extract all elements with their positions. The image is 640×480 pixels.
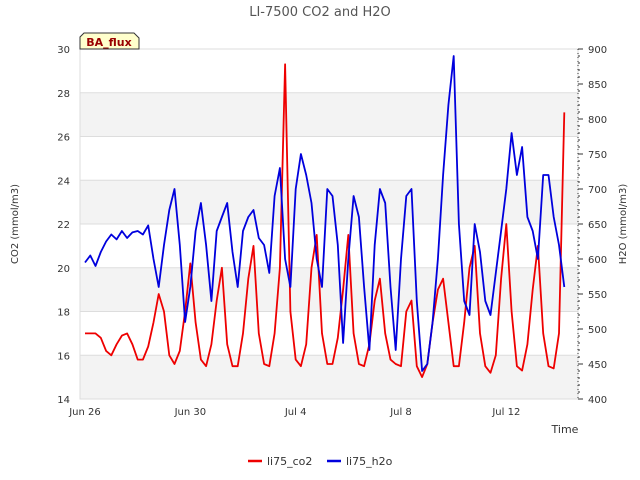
x-tick-label: Jul 4 bbox=[284, 407, 307, 418]
x-tick-label: Jun 26 bbox=[68, 407, 101, 418]
x-tick-label: Jul 8 bbox=[389, 407, 412, 418]
badge-box bbox=[79, 32, 140, 50]
y-left-tick-label: 26 bbox=[57, 133, 70, 144]
y-right-tick-label: 700 bbox=[588, 185, 607, 196]
series-layer bbox=[84, 55, 566, 379]
y-left-tick-label: 24 bbox=[57, 176, 70, 187]
y-left-tick-label: 16 bbox=[57, 351, 70, 362]
legend-label-h2o: li75_h2o bbox=[346, 455, 393, 468]
y-right-tick-label: 450 bbox=[588, 360, 607, 371]
right-axis: 400 450 500 550 600 650 700 750 800 850 900 bbox=[577, 45, 607, 406]
y-right-tick-label: 400 bbox=[588, 395, 607, 406]
y-right-tick-label: 750 bbox=[588, 150, 607, 161]
y-right-tick-label: 550 bbox=[588, 290, 607, 301]
y-right-tick-label: 850 bbox=[588, 80, 607, 91]
background-bands bbox=[80, 49, 578, 399]
y-left-tick-label: 28 bbox=[57, 89, 70, 100]
legend-item-h2o: li75_h2o bbox=[327, 455, 393, 468]
y-left-tick-label: 22 bbox=[57, 220, 70, 231]
grid-band bbox=[80, 355, 578, 399]
y-right-tick-label: 900 bbox=[588, 45, 607, 56]
y-left-tick-label: 20 bbox=[57, 264, 70, 275]
chart-title: LI-7500 CO2 and H2O bbox=[249, 5, 391, 20]
y-right-tick-label: 600 bbox=[588, 255, 607, 266]
grid-band bbox=[80, 49, 578, 93]
grid-band bbox=[80, 136, 578, 181]
y-right-tick-label: 800 bbox=[588, 115, 607, 126]
x-axis-label: Time bbox=[551, 423, 579, 436]
legend-label-co2: li75_co2 bbox=[267, 455, 312, 468]
badge: BA_flux bbox=[79, 32, 140, 50]
y-left-tick-label: 14 bbox=[57, 395, 70, 406]
y-left-tick-label: 30 bbox=[57, 45, 70, 56]
y-right-tick-label: 650 bbox=[588, 220, 607, 231]
left-axis: 14 16 18 20 22 24 26 28 30 bbox=[57, 45, 70, 406]
grid-band bbox=[80, 267, 578, 312]
y-left-tick-label: 18 bbox=[57, 308, 70, 319]
grid-band bbox=[80, 180, 578, 224]
grid-band bbox=[80, 311, 578, 356]
y-right-tick-label: 500 bbox=[588, 325, 607, 336]
series-line-li75_h2o bbox=[84, 55, 566, 372]
y-axis-right-label: H2O (mmol/m3) bbox=[618, 184, 629, 265]
legend: li75_co2 li75_h2o bbox=[248, 455, 393, 468]
x-tick-label: Jul 12 bbox=[491, 407, 520, 418]
bottom-axis: Jun 26 Jun 30 Jul 4 Jul 8 Jul 12 bbox=[68, 407, 520, 418]
x-tick-label: Jun 30 bbox=[174, 407, 207, 418]
legend-item-co2: li75_co2 bbox=[248, 455, 312, 468]
series-line-li75_co2 bbox=[85, 63, 566, 379]
badge-label: BA_flux bbox=[86, 36, 131, 49]
grid-band bbox=[80, 92, 578, 137]
y-axis-left-label: CO2 (mmol/m3) bbox=[10, 184, 21, 264]
